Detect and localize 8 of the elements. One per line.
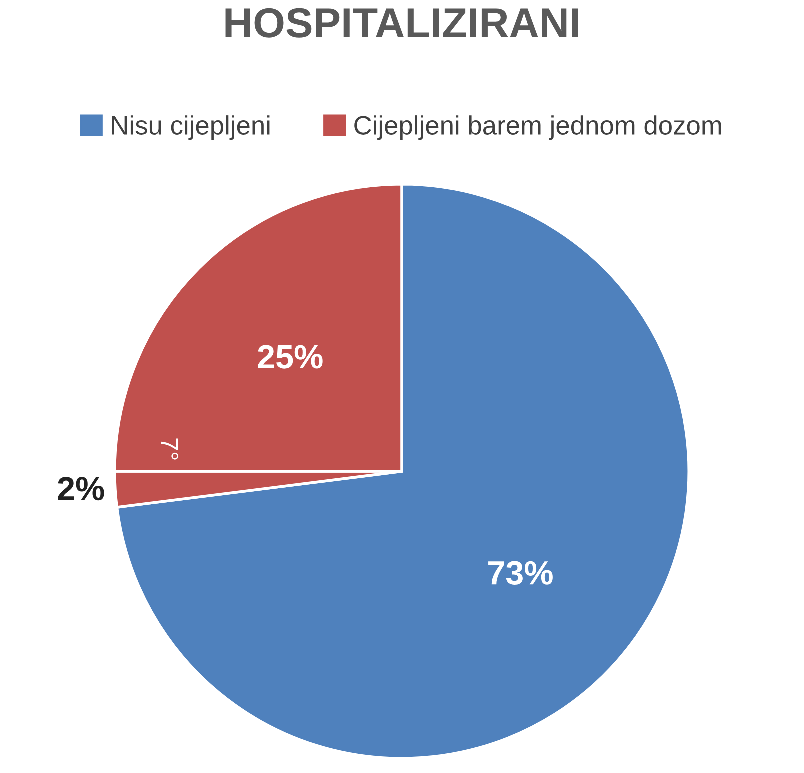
data-label: 2% (58, 477, 104, 501)
pie-slice (116, 183, 690, 760)
data-label: 73% (488, 561, 553, 585)
text: 7° (161, 438, 179, 460)
chart-title: HOSPITALIZIRANI (226, 8, 578, 38)
legend-label: Nisu cijepljeni (112, 116, 270, 140)
legend-label: Cijepljeni barem jednom dozom (354, 116, 722, 140)
data-label: 25% (258, 345, 323, 369)
